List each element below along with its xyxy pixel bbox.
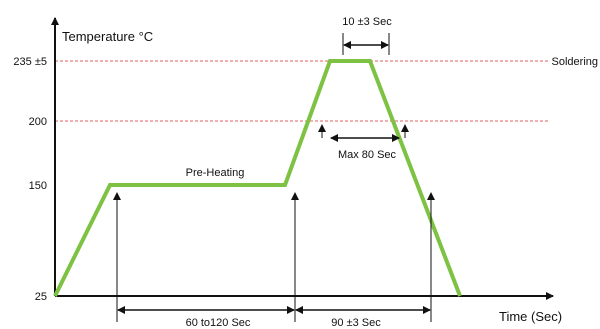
cooldown-duration-label: 90 ±3 Sec — [331, 317, 381, 329]
y-tick-label-3: 235 ±5 — [13, 56, 47, 68]
y-axis-label: Temperature °C — [62, 29, 153, 44]
y-tick-labels: 25 150 200 235 ±5 — [13, 56, 47, 303]
above-200-duration-label: Max 80 Sec — [338, 149, 397, 161]
soldering-label: Soldering — [552, 56, 598, 68]
preheat-duration-label: 60 to120 Sec — [186, 317, 251, 329]
reference-lines — [55, 60, 550, 122]
y-tick-label-2: 200 — [29, 116, 47, 128]
x-axis-label: Time (Sec) — [499, 309, 562, 324]
preheating-label: Pre-Heating — [186, 167, 245, 179]
y-tick-label-1: 150 — [29, 180, 47, 192]
y-tick-label-0: 25 — [35, 291, 47, 303]
axes — [51, 17, 554, 300]
peak-duration-label: 10 ±3 Sec — [342, 16, 392, 28]
series-line-0 — [53, 59, 462, 297]
series-layer — [53, 59, 462, 297]
annotation-layer — [113, 33, 435, 322]
